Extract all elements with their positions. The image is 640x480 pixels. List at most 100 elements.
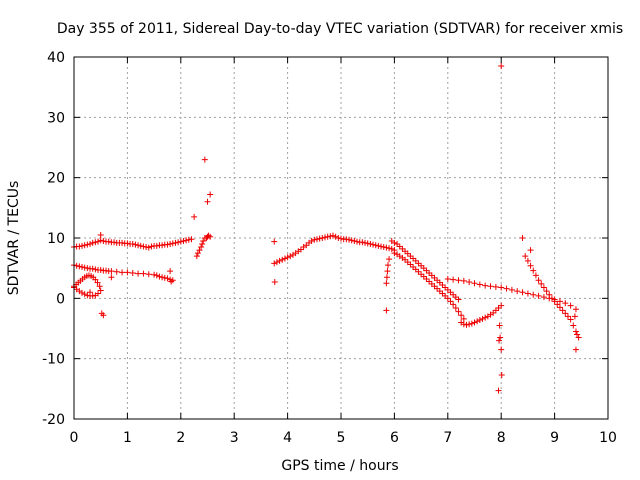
data-point	[383, 307, 390, 314]
data-point	[498, 346, 505, 353]
data-point	[370, 241, 377, 248]
data-point	[460, 315, 467, 322]
data-point	[76, 243, 83, 250]
data-point	[137, 242, 144, 249]
data-point	[364, 240, 371, 247]
data-point	[79, 263, 86, 270]
data-point	[572, 306, 579, 313]
data-point	[556, 298, 563, 305]
data-point	[207, 233, 214, 240]
y-tick-label: 40	[47, 50, 65, 66]
data-point	[479, 315, 486, 322]
data-point	[530, 267, 537, 274]
data-point	[76, 263, 83, 270]
data-point	[498, 284, 505, 291]
data-point	[87, 289, 94, 296]
data-point	[175, 239, 182, 246]
data-point	[100, 238, 107, 245]
data-point	[527, 247, 534, 254]
x-tick-label: 10	[599, 430, 617, 446]
x-tick-label: 7	[443, 430, 452, 446]
data-point	[183, 237, 190, 244]
data-point	[380, 244, 387, 251]
data-point	[524, 257, 531, 264]
data-point	[487, 283, 494, 290]
data-point	[95, 238, 102, 245]
series-5	[271, 232, 398, 267]
data-point	[148, 243, 155, 250]
data-point	[168, 278, 175, 285]
data-point	[145, 271, 152, 278]
data-point	[346, 236, 353, 243]
data-point	[444, 276, 451, 283]
data-point	[164, 275, 171, 282]
data-point	[567, 302, 574, 309]
data-point	[271, 260, 278, 267]
chart-title: Day 355 of 2011, Sidereal Day-to-day VTE…	[57, 21, 623, 37]
data-point	[89, 292, 96, 299]
data-point	[94, 279, 101, 286]
data-point	[108, 274, 115, 281]
data-point	[119, 269, 126, 276]
data-point	[562, 310, 569, 317]
x-tick-label: 9	[550, 430, 559, 446]
data-point	[386, 256, 393, 263]
series-8	[391, 250, 467, 322]
data-point	[391, 250, 398, 257]
data-point	[498, 302, 505, 309]
data-point	[159, 274, 166, 281]
data-point	[97, 266, 104, 273]
data-point	[468, 320, 475, 327]
series-2	[71, 272, 104, 299]
series-3	[87, 231, 175, 319]
data-point	[103, 267, 110, 274]
data-point	[132, 241, 139, 248]
data-point	[279, 256, 286, 263]
data-point	[276, 257, 283, 264]
data-point	[514, 288, 521, 295]
data-point	[153, 272, 160, 279]
data-point	[273, 259, 280, 266]
data-point	[450, 276, 457, 283]
data-point	[524, 290, 531, 297]
data-point	[271, 279, 278, 286]
data-point	[548, 295, 555, 302]
data-point	[384, 268, 391, 275]
data-point	[471, 280, 478, 287]
data-point	[471, 319, 478, 326]
data-point	[311, 236, 318, 243]
y-tick-label: -20	[42, 412, 65, 428]
data-point	[383, 274, 390, 281]
data-point	[124, 269, 131, 276]
x-tick-label: 0	[70, 430, 79, 446]
data-point	[367, 241, 374, 248]
data-point	[532, 272, 539, 279]
series-6	[271, 238, 393, 314]
data-point	[519, 235, 526, 241]
series-4	[191, 156, 214, 260]
data-point	[383, 244, 390, 251]
data-point	[96, 283, 103, 290]
data-point	[73, 262, 80, 269]
data-point	[324, 233, 331, 240]
x-tick-label: 3	[230, 430, 239, 446]
data-point	[100, 312, 107, 319]
data-point	[140, 270, 147, 277]
data-point	[375, 242, 382, 249]
series-9	[458, 302, 505, 328]
data-point	[119, 239, 126, 246]
data-point	[140, 243, 147, 250]
data-point	[79, 242, 86, 249]
data-point	[372, 242, 379, 249]
data-point	[540, 294, 547, 301]
data-point	[89, 265, 96, 272]
data-point	[188, 236, 195, 243]
data-point	[460, 321, 467, 328]
data-point	[562, 300, 569, 307]
data-point	[540, 284, 547, 291]
data-point	[460, 277, 467, 284]
data-point	[159, 242, 166, 249]
data-point	[559, 307, 566, 314]
